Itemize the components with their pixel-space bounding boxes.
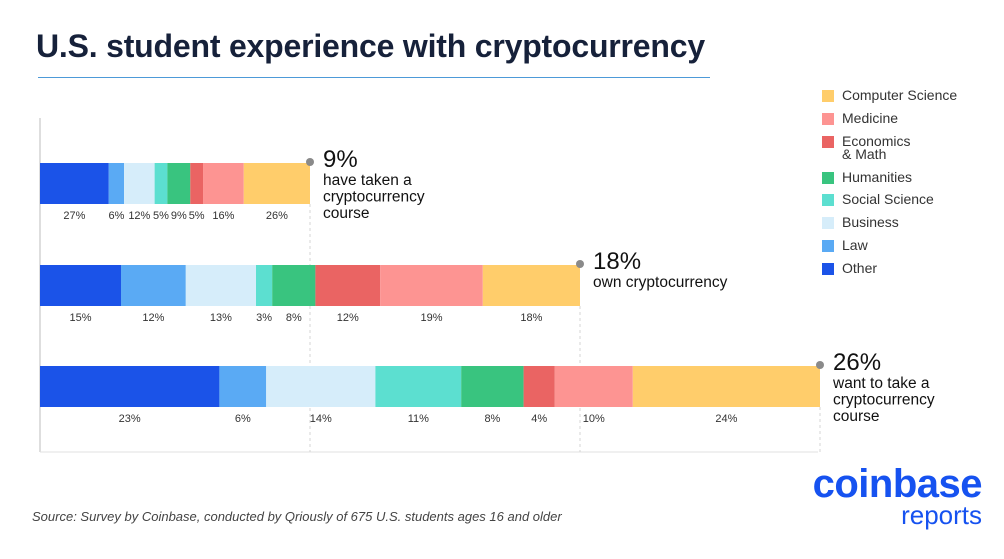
chart-title: U.S. student experience with cryptocurre…: [36, 28, 705, 64]
bar-segment: [121, 265, 186, 306]
chart-legend: Computer Science Medicine Economics & Math…: [822, 86, 957, 282]
bar-segment: [40, 366, 220, 407]
segment-label: 19%: [420, 312, 442, 324]
legend-label: Law: [842, 236, 868, 253]
legend-item: Social Science: [822, 190, 957, 213]
legend-swatch: [822, 194, 834, 207]
segment-label: 26%: [266, 210, 288, 222]
segment-label: 13%: [210, 312, 232, 324]
bar-segment: [523, 366, 555, 407]
segment-label: 27%: [63, 210, 85, 222]
bar-segment: [380, 265, 483, 306]
segment-label: 12%: [337, 312, 359, 324]
brand-wordmark: coinbase: [812, 462, 983, 506]
brand-subtitle: reports: [901, 500, 982, 530]
legend-swatch: [822, 262, 834, 275]
bar-caption: want to take a cryptocurrency course: [832, 375, 935, 425]
segment-label: 14%: [310, 413, 332, 425]
bar-total-label: 26%: [833, 349, 881, 376]
legend-swatch: [822, 112, 834, 125]
legend-label: Social Science: [842, 191, 934, 208]
bar-segment: [124, 163, 155, 204]
bar-end-marker: [816, 361, 824, 369]
legend-swatch: [822, 171, 834, 184]
segment-label: 12%: [142, 312, 164, 324]
legend-item: Business: [822, 213, 957, 236]
bar-segment: [154, 163, 168, 204]
segment-label: 3%: [256, 312, 272, 324]
bar-caption-line: course: [833, 408, 880, 425]
bar-caption: have taken a cryptocurrency course: [323, 172, 425, 222]
segment-label: 18%: [520, 312, 542, 324]
bar-segment: [632, 366, 820, 407]
legend-label: Economics & Math: [842, 132, 911, 162]
legend-item: Humanities: [822, 168, 957, 191]
legend-item: Medicine: [822, 109, 957, 132]
legend-label: Humanities: [842, 168, 913, 185]
bar-caption-line: own cryptocurrency: [593, 274, 728, 291]
coinbase-reports-logo: coinbase reports: [812, 462, 983, 530]
bar-end-marker: [306, 158, 314, 166]
bar-segment: [190, 163, 204, 204]
legend-label: Medicine: [842, 109, 899, 126]
bar-caption-line: want to take a: [832, 375, 930, 392]
legend-swatch: [822, 90, 834, 102]
bar-segment: [40, 265, 121, 306]
legend-swatch: [822, 217, 834, 230]
bar-total-label: 9%: [323, 146, 358, 173]
segment-label: 4%: [531, 413, 547, 425]
bar-segment: [203, 163, 244, 204]
bar-caption-line: course: [323, 205, 370, 222]
bar-segment: [315, 265, 381, 306]
segment-label: 6%: [235, 413, 251, 425]
title-divider: [38, 77, 710, 78]
bar-segment: [266, 366, 376, 407]
segment-label: 5%: [189, 210, 205, 222]
legend-item: Other: [822, 259, 957, 282]
segment-label: 15%: [69, 312, 91, 324]
legend-swatch: [822, 239, 834, 252]
bar-segment: [461, 366, 524, 407]
legend-item: Computer Science: [822, 86, 957, 109]
bar-segment: [185, 265, 256, 306]
bar-caption: own cryptocurrency: [593, 274, 728, 291]
bar-caption-line: cryptocurrency: [833, 392, 935, 409]
bar-caption-line: cryptocurrency: [323, 189, 425, 206]
segment-label: 10%: [583, 413, 605, 425]
bar-segment: [554, 366, 633, 407]
bar-segment: [482, 265, 580, 306]
bar-caption-line: have taken a: [323, 172, 412, 189]
legend-label: Business: [842, 214, 899, 231]
segment-label: 9%: [171, 210, 187, 222]
segment-label: 12%: [128, 210, 150, 222]
segment-label: 8%: [484, 413, 500, 425]
legend-swatch: [822, 135, 834, 148]
bar-segment: [272, 265, 316, 306]
legend-item: Law: [822, 236, 957, 259]
bar-end-marker: [576, 260, 584, 268]
segment-label: 23%: [119, 413, 141, 425]
bar-segment: [243, 163, 310, 204]
segment-label: 8%: [286, 312, 302, 324]
legend-label: Computer Science: [842, 87, 958, 103]
segment-label: 5%: [153, 210, 169, 222]
bar-segment: [219, 366, 267, 407]
bar-segment: [40, 163, 109, 204]
bar-segment: [167, 163, 191, 204]
bar-segment: [256, 265, 273, 306]
legend-item: Economics & Math: [822, 132, 957, 168]
segment-label: 6%: [108, 210, 124, 222]
bar-segment: [375, 366, 462, 407]
source-note: Source: Survey by Coinbase, conducted by…: [32, 509, 562, 524]
bar-total-label: 18%: [593, 248, 641, 275]
segment-label: 16%: [212, 210, 234, 222]
legend-label: Other: [842, 259, 878, 276]
bar-segment: [108, 163, 125, 204]
segment-label: 11%: [408, 413, 429, 425]
segment-label: 24%: [715, 413, 737, 425]
